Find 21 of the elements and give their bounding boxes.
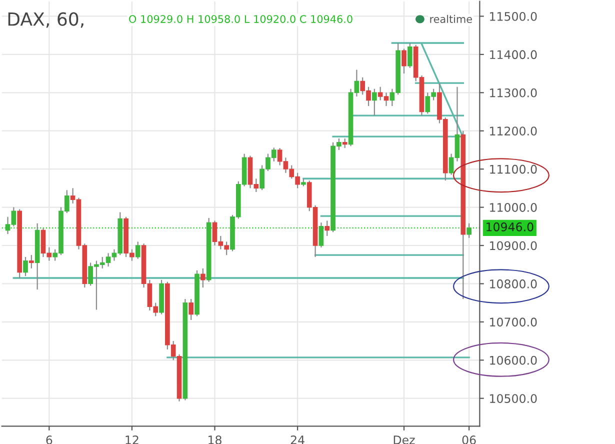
y-tick-label: 11000.0 [490,203,537,212]
y-tick-label: 10600.0 [490,356,537,365]
annotation: O 10929.0 H 10958.0 L 10920.0 C 10946.0 [129,15,352,23]
x-tick-label: 6 [46,435,52,444]
y-tick-label: 10700.0 [490,318,537,327]
x-tick-label: 12 [126,435,138,444]
y-tick-label: 11100.0 [490,164,537,174]
y-tick-label: 11500.0 [490,12,537,21]
y-tick-label: 10900.0 [490,241,537,250]
text: DAX, 60, [8,12,84,28]
y-tick-label: 11300.0 [490,88,537,98]
annotation: realtime [430,14,472,23]
x-tick-label: 06 [462,435,476,444]
y-tick-label: 10500.0 [490,394,537,403]
x-tick-label: 24 [290,435,304,444]
ref-line-label: 10946.0 [486,222,534,232]
y-tick-label: 11200.0 [490,126,537,136]
y-tick-label: 11400.0 [490,50,537,60]
x-tick-label: 18 [208,435,222,444]
x-tick-label: Dez [394,436,415,444]
y-tick-label: 10800.0 [490,279,537,288]
